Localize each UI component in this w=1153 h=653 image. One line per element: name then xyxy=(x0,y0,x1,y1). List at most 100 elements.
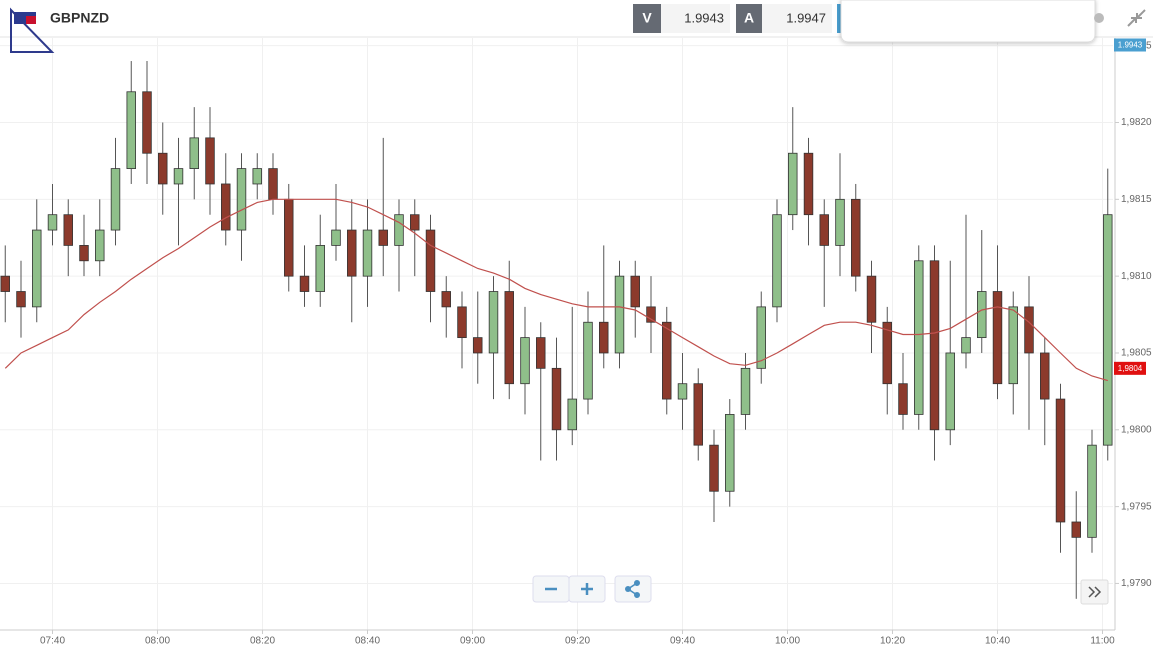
candle-body xyxy=(1071,521,1081,538)
share-button[interactable] xyxy=(614,575,652,603)
chevron-icon xyxy=(1088,586,1102,598)
candle-body xyxy=(173,168,184,185)
candle-body xyxy=(866,275,877,323)
candle-body xyxy=(677,383,688,400)
candle-body xyxy=(788,152,798,216)
moving-average-line xyxy=(4,198,1108,382)
candle-body xyxy=(536,337,546,369)
candle-body xyxy=(95,229,105,262)
buy-price-box[interactable] xyxy=(762,4,832,33)
candle-body xyxy=(567,398,577,431)
candle-body xyxy=(709,444,719,492)
candle-body xyxy=(299,275,310,292)
candle-body xyxy=(126,91,136,169)
x-tick-label: 08:00 xyxy=(145,636,170,647)
candle-body xyxy=(457,306,467,339)
x-tick-label: 08:20 xyxy=(250,636,275,647)
x-tick-label: 09:00 xyxy=(460,636,485,647)
x-tick-label: 10:00 xyxy=(775,636,800,647)
drawing-triangle xyxy=(10,7,55,53)
x-tick-label: 11:00 xyxy=(1090,636,1115,647)
candle-body xyxy=(520,337,530,385)
candle-body xyxy=(268,168,278,200)
candle-body xyxy=(284,198,294,277)
plot-area xyxy=(0,38,1113,630)
candle-body xyxy=(189,137,199,169)
candle-body xyxy=(252,168,262,185)
candle-body xyxy=(1008,306,1018,385)
y-tick-label: 1,9815 xyxy=(1121,194,1152,205)
candle-body xyxy=(898,383,908,415)
candle-body xyxy=(772,214,782,308)
candle-body xyxy=(914,260,924,415)
price-tag-label: 1,9804 xyxy=(1118,364,1143,373)
candle-body xyxy=(488,291,499,354)
candle-body xyxy=(142,91,152,154)
candle-body xyxy=(110,168,121,231)
candle-body xyxy=(551,367,562,431)
candle-body xyxy=(977,291,987,339)
zoom-controls xyxy=(532,575,1109,605)
candle-body xyxy=(47,214,58,231)
candle-body xyxy=(819,214,829,246)
candle-body xyxy=(961,337,971,354)
candle-body xyxy=(1103,214,1113,446)
x-tick-label: 08:40 xyxy=(355,636,380,647)
y-tick-label: 1,9795 xyxy=(1121,501,1152,512)
candle-body xyxy=(583,321,593,400)
candle-body xyxy=(599,321,609,354)
candle-body xyxy=(803,152,814,216)
x-tick-label: 10:40 xyxy=(985,636,1010,647)
axis-labels: 1,9790 1,9795 1,9800 1,9805 1,9810 1,9815 1,98… xyxy=(40,38,1152,647)
candle-body xyxy=(851,198,861,277)
price-tag-label: 1.9943 xyxy=(1118,41,1143,50)
sell-button[interactable] xyxy=(633,4,661,33)
candle-body xyxy=(1024,306,1034,354)
share-icon xyxy=(625,580,640,598)
candle-body xyxy=(945,352,955,431)
sell-label: V xyxy=(642,10,652,26)
candle-body xyxy=(1040,352,1050,400)
candle-body xyxy=(756,306,766,369)
trade-indicator xyxy=(837,4,843,33)
candle-body xyxy=(473,337,483,354)
candle-body xyxy=(929,260,940,431)
collapse-icon[interactable] xyxy=(1127,9,1146,27)
candle-body xyxy=(693,383,703,446)
candle-body xyxy=(378,229,388,246)
candle-body xyxy=(992,291,1003,385)
candle-body xyxy=(158,152,168,185)
settings-icon[interactable] xyxy=(1094,13,1104,23)
candle-body xyxy=(740,367,751,415)
candle-body xyxy=(441,291,451,308)
buy-button[interactable] xyxy=(736,4,762,33)
x-tick-label: 09:20 xyxy=(565,636,590,647)
candle-body xyxy=(205,137,215,185)
y-tick-label: 1,9805 xyxy=(1121,348,1152,359)
x-tick-label: 10:20 xyxy=(880,636,905,647)
x-tick-label: 09:40 xyxy=(670,636,695,647)
price-tag xyxy=(1114,38,1146,52)
candle-body xyxy=(614,275,625,354)
flag-icon-part xyxy=(26,16,36,24)
candle-body xyxy=(32,229,42,308)
candle-body xyxy=(394,214,404,246)
candle-body xyxy=(725,414,735,492)
candle-body xyxy=(882,321,892,385)
candle-body xyxy=(1055,398,1066,523)
candle-body xyxy=(425,229,436,292)
candle-body xyxy=(630,275,640,308)
sell-price-box[interactable] xyxy=(661,4,730,33)
candle-body xyxy=(0,275,10,292)
x-tick-label: 07:40 xyxy=(40,636,65,647)
y-tick-label: 1,9800 xyxy=(1121,424,1152,435)
candle-body xyxy=(221,183,231,231)
y-tick-label: 1,9790 xyxy=(1121,578,1152,589)
y-tick-label: 1,9810 xyxy=(1121,271,1152,282)
candle-body xyxy=(16,291,26,308)
candle-body xyxy=(362,229,373,277)
candle-body xyxy=(79,245,89,262)
candle-body xyxy=(347,229,357,277)
candle-body xyxy=(662,321,672,400)
